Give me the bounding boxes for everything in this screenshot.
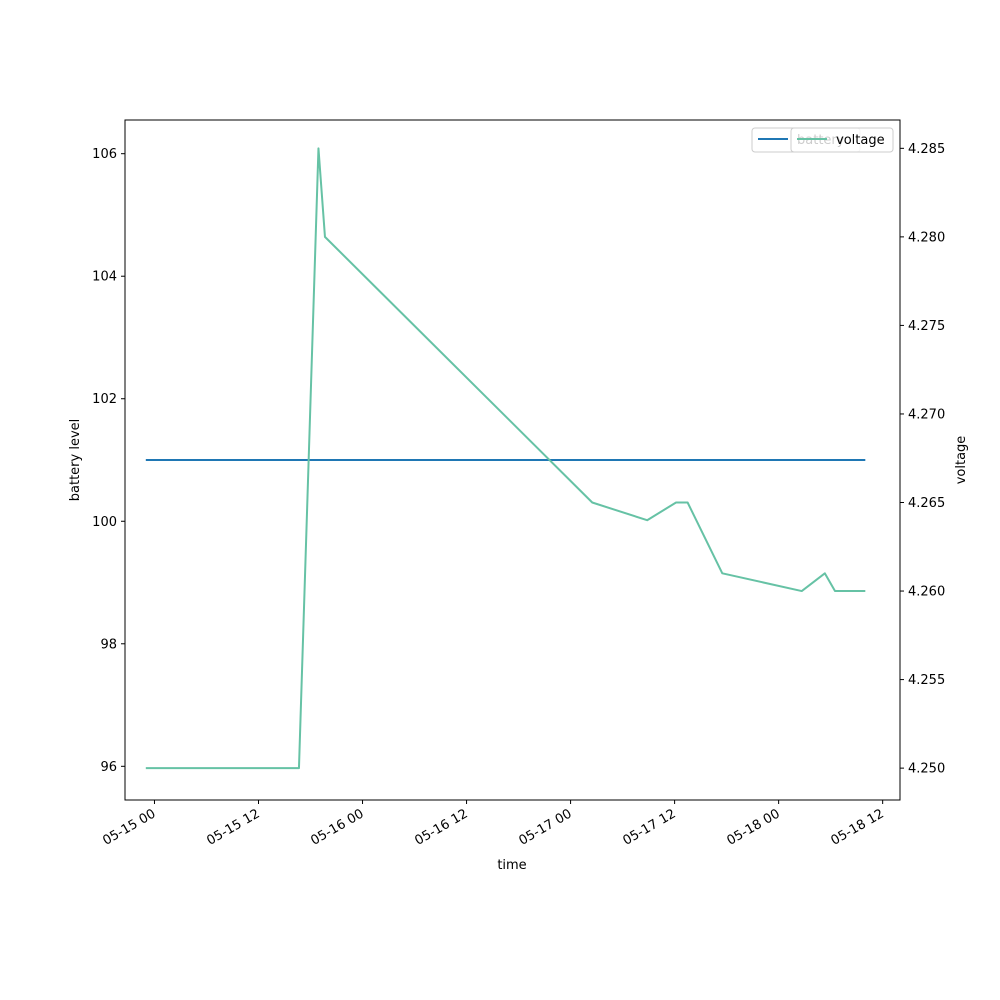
x-tick-label: 05-15 00 [100, 806, 158, 848]
x-tick-label: 05-17 00 [516, 806, 574, 848]
y-left-tick-label: 104 [92, 270, 117, 285]
x-tick-label: 05-15 12 [204, 806, 262, 848]
y-axis-left-label: battery level [68, 419, 83, 502]
y-axis-right-label: voltage [954, 436, 969, 485]
y-right-tick-label: 4.255 [908, 673, 945, 688]
y-axis-right: 4.250 4.255 4.260 4.265 4.270 4.275 4.280 4.285 [900, 142, 945, 777]
y-left-tick-label: 102 [92, 392, 117, 407]
x-axis-label: time [497, 858, 526, 873]
x-tick-label: 05-16 00 [308, 806, 366, 848]
x-axis: 05-15 00 05-15 12 05-16 00 05-16 12 05-17 00… [100, 800, 887, 849]
y-right-tick-label: 4.250 [908, 762, 945, 777]
y-left-tick-label: 96 [100, 760, 117, 775]
series-layer [145, 147, 866, 770]
plot-frame [124, 119, 901, 801]
legend-voltage-label: voltage [836, 133, 885, 148]
y-axis-left: 96 98 100 102 104 106 [92, 147, 125, 775]
y-right-tick-label: 4.270 [908, 407, 945, 422]
y-left-tick-label: 98 [100, 637, 117, 652]
y-right-tick-label: 4.265 [908, 496, 945, 511]
y-right-tick-label: 4.285 [908, 142, 945, 157]
y-left-tick-label: 100 [92, 515, 117, 530]
y-right-tick-label: 4.275 [908, 319, 945, 334]
x-tick-label: 05-16 12 [412, 806, 470, 848]
legend-voltage: voltage [790, 127, 894, 153]
x-tick-label: 05-18 00 [725, 806, 783, 848]
y-right-tick-label: 4.280 [908, 230, 945, 245]
y-right-tick-label: 4.260 [908, 585, 945, 600]
y-left-tick-label: 106 [92, 147, 117, 162]
x-tick-label: 05-18 12 [829, 806, 887, 848]
series-line-voltage [145, 147, 866, 770]
x-tick-label: 05-17 12 [620, 806, 678, 848]
